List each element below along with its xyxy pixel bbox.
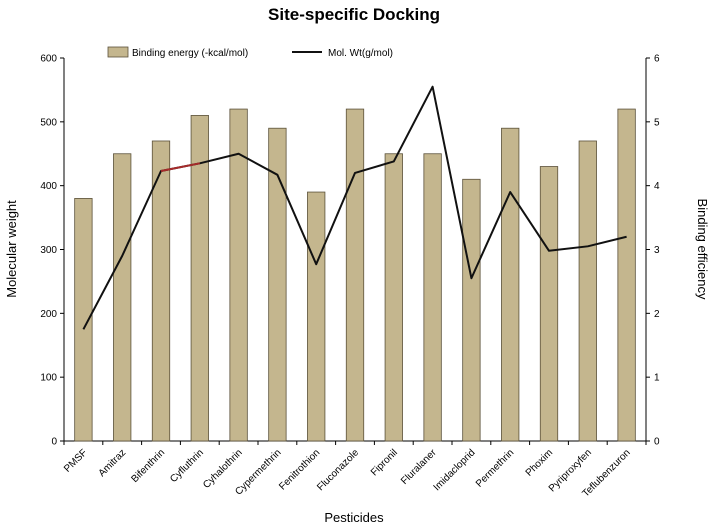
x-axis-title: Pesticides bbox=[324, 510, 384, 525]
y2-tick-label: 2 bbox=[654, 309, 660, 320]
y-tick-label: 400 bbox=[40, 181, 57, 192]
x-tick-label: PMSF bbox=[62, 447, 89, 474]
legend-line-label: Mol. Wt(g/mol) bbox=[328, 48, 393, 59]
x-tick-label: Amitraz bbox=[97, 447, 129, 479]
bar bbox=[384, 153, 403, 442]
bar bbox=[578, 140, 597, 442]
bar bbox=[617, 108, 636, 442]
x-tick-label: Permethrin bbox=[474, 447, 516, 489]
y2-tick-label: 6 bbox=[654, 54, 660, 65]
y2-tick-label: 4 bbox=[654, 181, 660, 192]
bar bbox=[113, 153, 132, 442]
y2-tick-label: 3 bbox=[654, 245, 660, 256]
y-tick-label: 300 bbox=[40, 245, 57, 256]
legend: Binding energy (-kcal/mol) Mol. Wt(g/mol… bbox=[107, 46, 393, 59]
y2-axis-title: Binding efficiency bbox=[695, 199, 708, 300]
legend-bar-swatch bbox=[107, 46, 129, 58]
bar bbox=[151, 140, 171, 442]
x-tick-label: Fluconazole bbox=[315, 447, 361, 493]
y-tick-label: 500 bbox=[40, 117, 57, 128]
y-tick-label: 600 bbox=[40, 54, 57, 65]
x-tick-label: Fipronil bbox=[369, 447, 400, 478]
chart-title: Site-specific Docking bbox=[268, 5, 440, 24]
bar bbox=[268, 127, 287, 442]
bar bbox=[345, 108, 365, 442]
y-tick-label: 0 bbox=[51, 437, 57, 448]
bar bbox=[423, 153, 442, 442]
y2-tick-label: 1 bbox=[654, 373, 660, 384]
x-tick-label: Cyfluthrin bbox=[168, 447, 206, 485]
y-tick-label: 200 bbox=[40, 309, 57, 320]
y-axis-title: Molecular weight bbox=[4, 200, 19, 298]
series-line-highlight bbox=[160, 162, 200, 172]
bar bbox=[229, 108, 248, 442]
bar bbox=[74, 198, 93, 442]
y2-tick-label: 0 bbox=[654, 437, 660, 448]
x-tick-label: Imidacloprid bbox=[432, 447, 478, 493]
plot-area: 0 100 200 300 400 500 600 0 1 2 3 4 5 6 PMSF Amitraz Bif… bbox=[40, 54, 660, 500]
bar bbox=[190, 115, 209, 442]
x-tick-label: Phoxim bbox=[524, 447, 555, 478]
bar bbox=[501, 127, 520, 442]
bar bbox=[307, 191, 326, 442]
bar bbox=[539, 166, 559, 442]
x-tick-label: Fluralaner bbox=[399, 447, 439, 487]
y2-tick-label: 5 bbox=[654, 117, 660, 128]
y-tick-label: 100 bbox=[40, 373, 57, 384]
bar bbox=[462, 178, 481, 442]
x-tick-label: Bifenthrin bbox=[129, 447, 167, 485]
legend-bar-label: Binding energy (-kcal/mol) bbox=[132, 48, 248, 59]
